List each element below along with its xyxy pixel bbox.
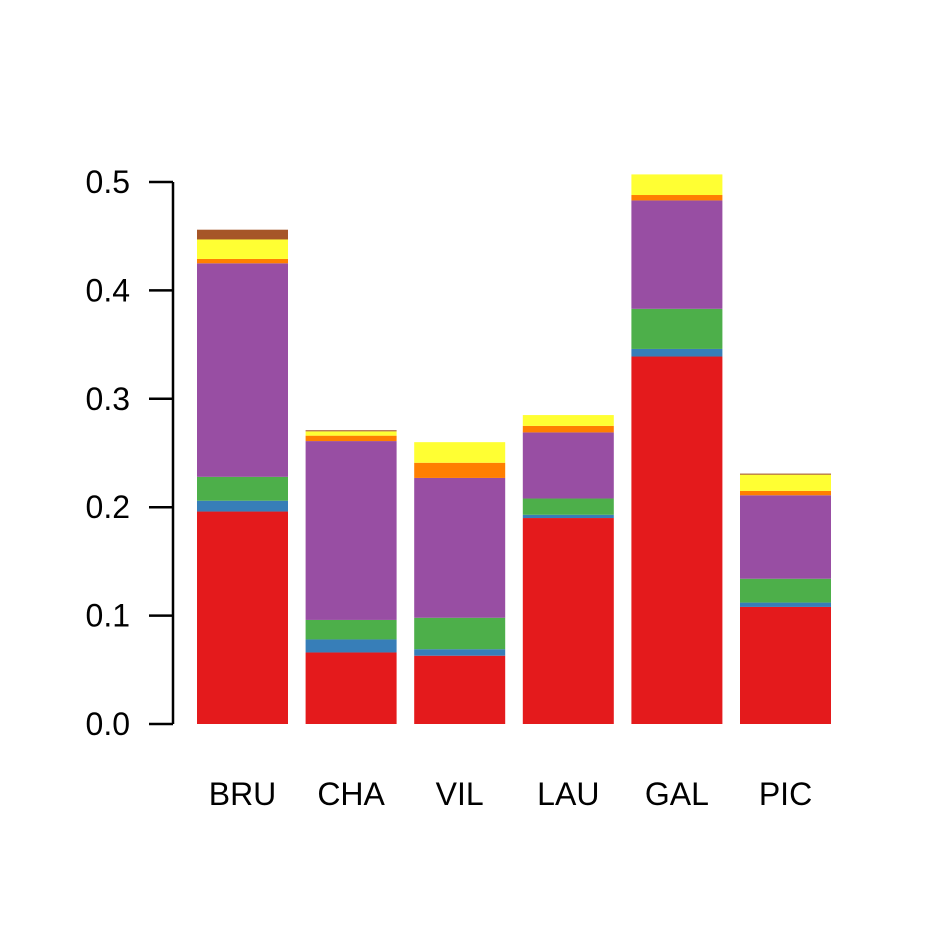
bar-group-lau: [522, 415, 614, 724]
bar-segment-cha-4: [305, 435, 397, 442]
bar-group-bru: [197, 229, 288, 724]
y-axis: 0.0 0.1 0.2 0.3 0.4 0.5: [86, 164, 175, 742]
bar-segment-gal-2: [631, 308, 723, 349]
bar-segment-lau-3: [522, 432, 614, 499]
bar-segment-vil-4: [414, 462, 506, 478]
bar-segment-lau-0: [522, 518, 614, 724]
bar-segment-gal-0: [631, 356, 723, 724]
bar-segment-gal-3: [631, 200, 723, 309]
y-tick-label: 0.4: [86, 272, 130, 308]
bar-segment-cha-0: [305, 652, 397, 724]
bar-segment-cha-6: [305, 430, 397, 432]
bar-segment-cha-2: [305, 619, 397, 640]
bar-segment-bru-0: [197, 511, 288, 724]
bar-segment-bru-1: [197, 500, 288, 512]
bar-group-cha: [305, 430, 397, 724]
x-tick-label: GAL: [645, 776, 709, 812]
x-axis-labels: BRU CHA VIL LAU GAL PIC: [209, 776, 812, 812]
y-tick-label: 0.1: [86, 598, 130, 634]
x-tick-label: BRU: [209, 776, 277, 812]
x-tick-label: VIL: [436, 776, 484, 812]
bar-segment-vil-2: [414, 617, 506, 650]
bar-segment-pic-1: [740, 602, 831, 607]
bar-group-pic: [740, 473, 831, 724]
bar-segment-pic-4: [740, 490, 831, 496]
bars-layer: [197, 174, 831, 724]
bar-group-gal: [631, 174, 723, 724]
bar-segment-lau-5: [522, 415, 614, 426]
bar-segment-bru-6: [197, 229, 288, 240]
x-tick-label: PIC: [759, 776, 812, 812]
y-tick-label: 0.2: [86, 489, 130, 525]
bar-segment-vil-5: [414, 442, 506, 463]
y-tick-label: 0.5: [86, 164, 130, 200]
bar-segment-cha-3: [305, 441, 397, 620]
bar-segment-vil-1: [414, 649, 506, 656]
bar-segment-pic-2: [740, 578, 831, 603]
bar-segment-gal-4: [631, 195, 723, 201]
y-tick-label: 0.3: [86, 381, 130, 417]
bar-segment-bru-5: [197, 239, 288, 259]
bar-segment-pic-3: [740, 495, 831, 579]
bar-segment-cha-5: [305, 431, 397, 436]
bar-segment-pic-0: [740, 606, 831, 724]
bar-segment-bru-3: [197, 263, 288, 477]
bar-segment-bru-2: [197, 476, 288, 501]
bar-segment-cha-1: [305, 639, 397, 653]
bar-group-vil: [414, 442, 506, 724]
bar-segment-gal-1: [631, 348, 723, 357]
bar-segment-pic-5: [740, 474, 831, 491]
bar-segment-lau-1: [522, 514, 614, 519]
bar-segment-lau-2: [522, 498, 614, 515]
x-tick-label: LAU: [537, 776, 599, 812]
bar-segment-gal-5: [631, 174, 723, 196]
bar-segment-lau-4: [522, 425, 614, 433]
bar-segment-pic-6: [740, 473, 831, 475]
x-tick-label: CHA: [317, 776, 385, 812]
y-tick-label: 0.0: [86, 706, 130, 742]
bar-segment-bru-4: [197, 258, 288, 264]
bar-segment-vil-3: [414, 477, 506, 618]
bar-segment-vil-0: [414, 655, 506, 724]
